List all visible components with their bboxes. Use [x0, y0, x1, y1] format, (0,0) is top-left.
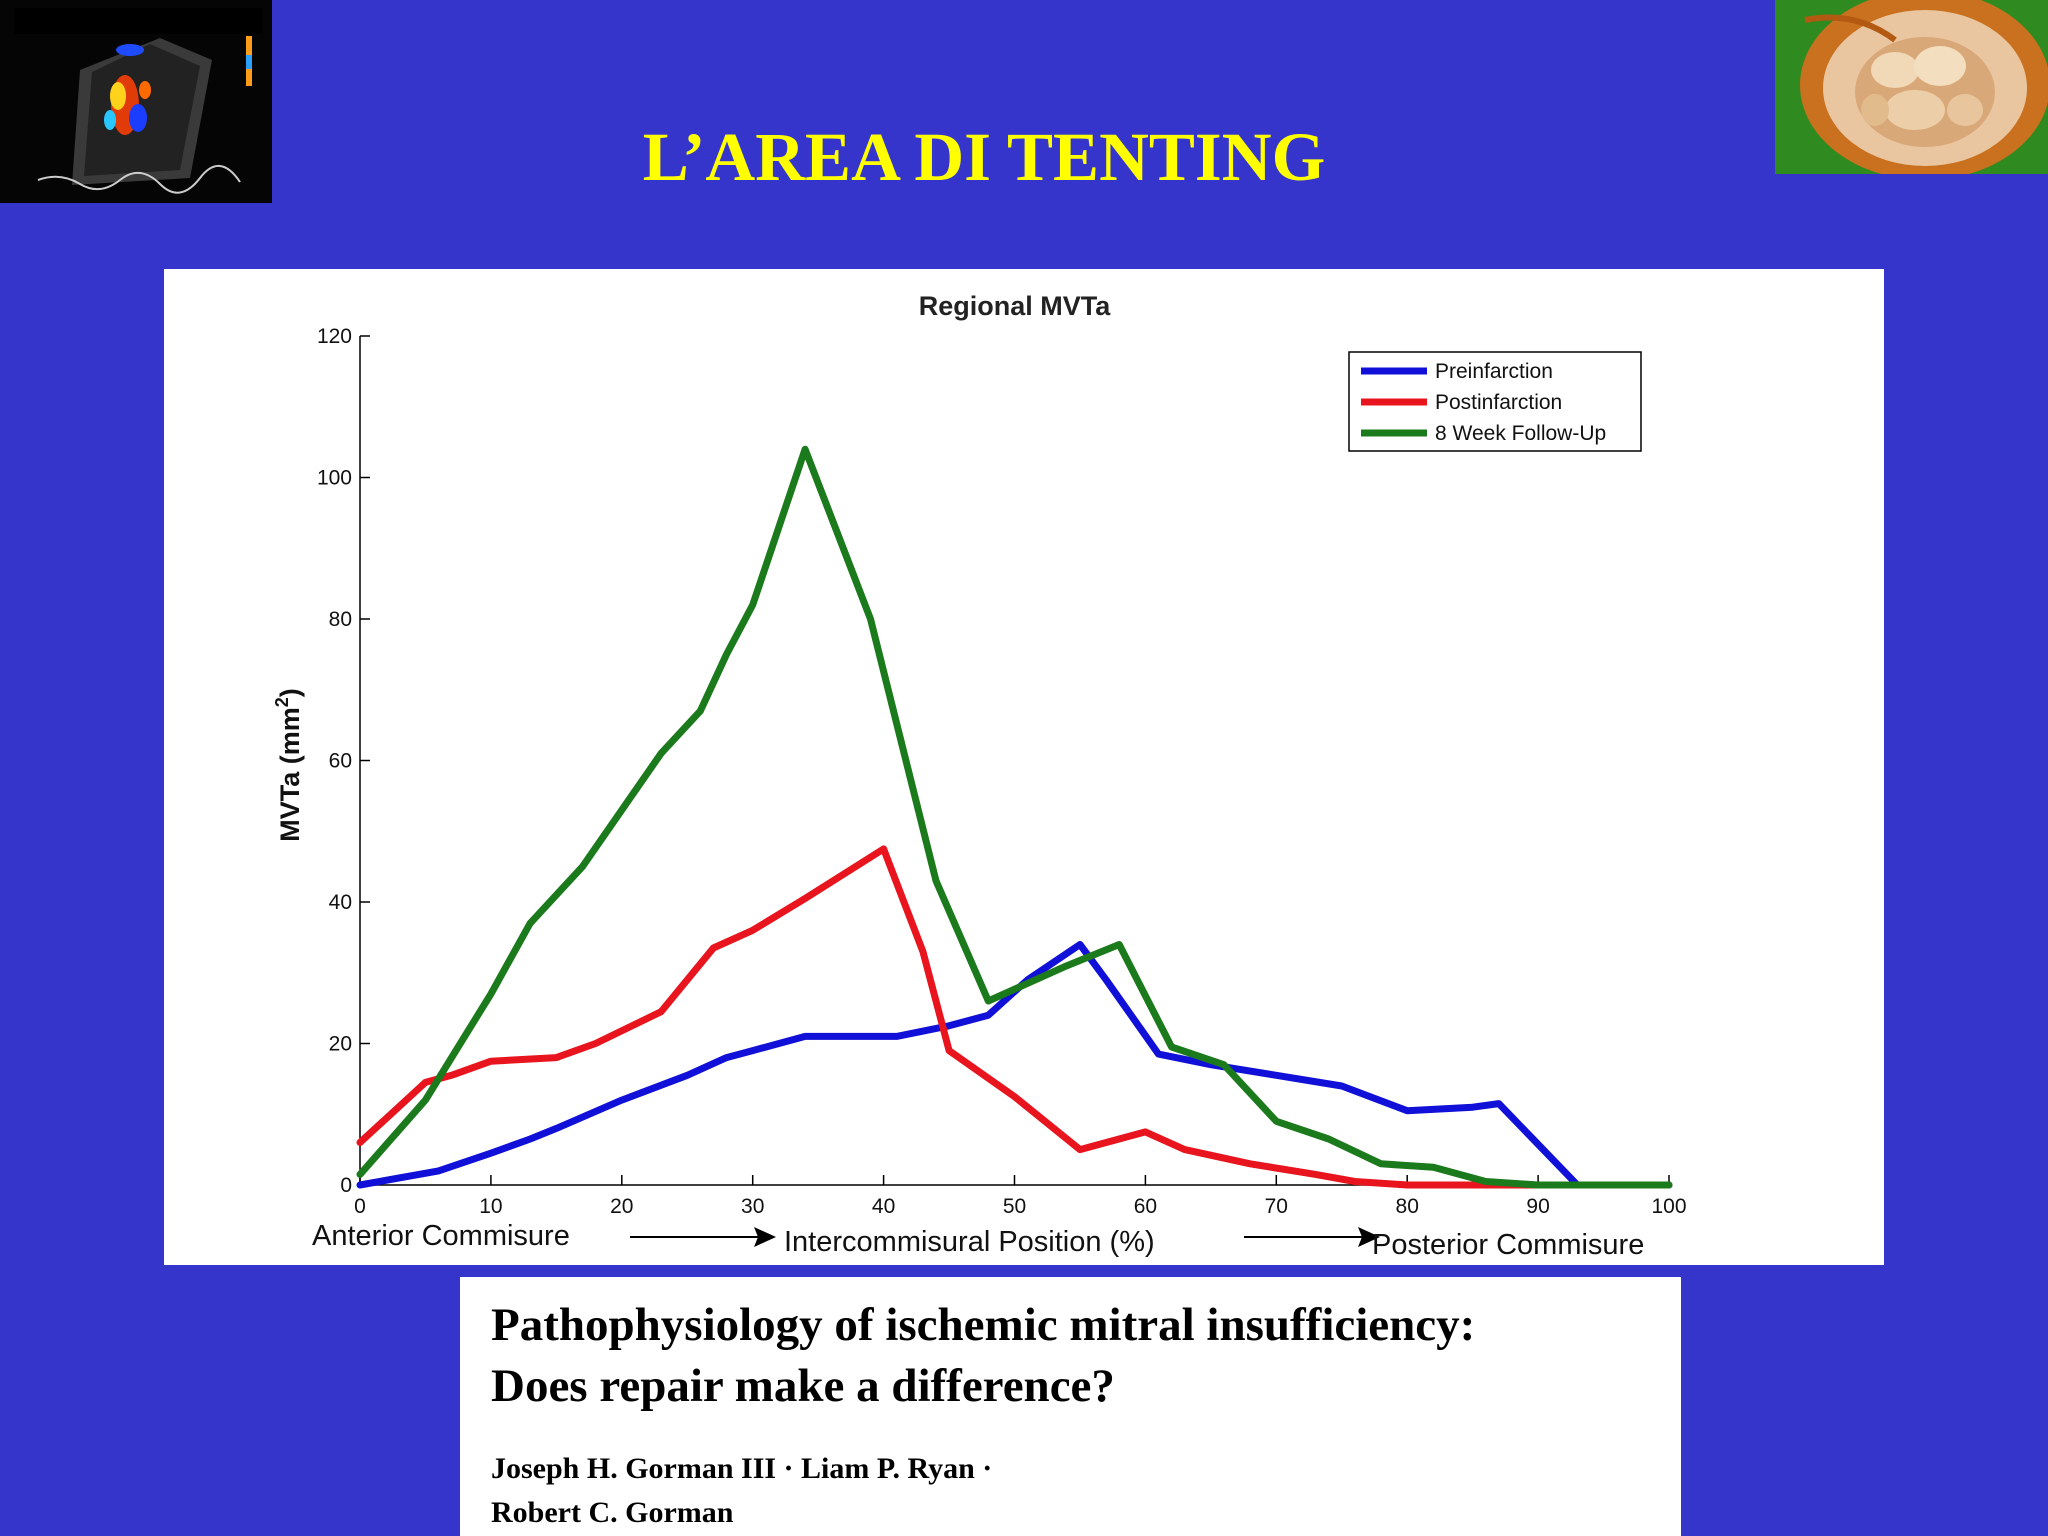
chart-series [356, 445, 1673, 1189]
paper-authors: Joseph H. Gorman III · Liam P. Ryan · Ro… [491, 1447, 992, 1535]
chart-panel: 0 10 20 30 40 50 60 70 80 90 100 0 20 40 60 80 100 120 Pr… [164, 269, 1884, 1265]
y-tick-label: 60 [329, 750, 352, 773]
y-axis-label-superscript: 2 [272, 697, 292, 707]
series-line-preinfarction [356, 941, 1673, 1189]
y-axis-label-main: MVTa (mm [275, 707, 305, 842]
series-line-postinfarction [356, 845, 1673, 1189]
x-tick-label: 30 [741, 1195, 764, 1218]
paper-authors-line2: Robert C. Gorman [491, 1496, 734, 1529]
y-tick-label: 100 [317, 467, 352, 490]
y-tick-label: 0 [340, 1174, 352, 1197]
x-tick-label: 60 [1134, 1195, 1157, 1218]
paper-title-line2: Does repair make a difference? [491, 1360, 1115, 1412]
chart-title: Regional MVTa [919, 291, 1112, 321]
x-label-posterior: Posterior Commisure [1372, 1229, 1644, 1261]
y-tick-label: 120 [317, 325, 352, 348]
echocardiogram-image [0, 0, 272, 203]
mvta-line-chart: 0 10 20 30 40 50 60 70 80 90 100 0 20 40 60 80 100 120 Pr… [272, 291, 1687, 1261]
x-tick-label: 20 [610, 1195, 633, 1218]
x-axis-label: Intercommisural Position (%) [784, 1226, 1155, 1258]
mitral-valve-photo [1775, 0, 2048, 174]
chart-labels: Regional MVTa MVTa (mm2) Anterior Commisur… [272, 291, 1644, 1261]
mitral-valve-graphic [1775, 0, 2048, 174]
echocardiogram-graphic [0, 0, 272, 203]
paper-title: Pathophysiology of ischemic mitral insuf… [491, 1295, 1475, 1417]
y-tick-label: 20 [329, 1033, 352, 1056]
y-tick-label: 80 [329, 608, 352, 631]
arrow-head-right [1358, 1227, 1380, 1247]
paper-reference: Pathophysiology of ischemic mitral insuf… [460, 1277, 1681, 1536]
x-tick-label: 80 [1396, 1195, 1419, 1218]
legend-label: 8 Week Follow-Up [1435, 422, 1606, 445]
y-axis-label: MVTa (mm2) [272, 688, 305, 842]
paper-title-line1: Pathophysiology of ischemic mitral insuf… [491, 1299, 1476, 1351]
legend-label: Postinfarction [1435, 391, 1562, 414]
slide-title: L’AREA DI TENTING [642, 119, 1326, 195]
arrow-head-left [754, 1227, 776, 1247]
y-axis-label-close: ) [275, 688, 305, 697]
x-tick-label: 40 [872, 1195, 895, 1218]
chart-legend: Preinfarction Postinfarction 8 Week Follow… [1348, 351, 1642, 452]
x-tick-label: 100 [1651, 1195, 1686, 1218]
y-tick-label: 40 [329, 891, 352, 914]
x-tick-label: 70 [1265, 1195, 1288, 1218]
x-tick-label: 0 [354, 1195, 366, 1218]
x-tick-label: 10 [479, 1195, 502, 1218]
paper-authors-line1: Joseph H. Gorman III · Liam P. Ryan · [491, 1452, 993, 1485]
x-tick-label: 50 [1003, 1195, 1026, 1218]
legend-label: Preinfarction [1435, 360, 1553, 383]
x-label-anterior: Anterior Commisure [312, 1220, 570, 1252]
x-tick-label: 90 [1526, 1195, 1549, 1218]
series-line-8-week-follow-up [356, 445, 1673, 1189]
